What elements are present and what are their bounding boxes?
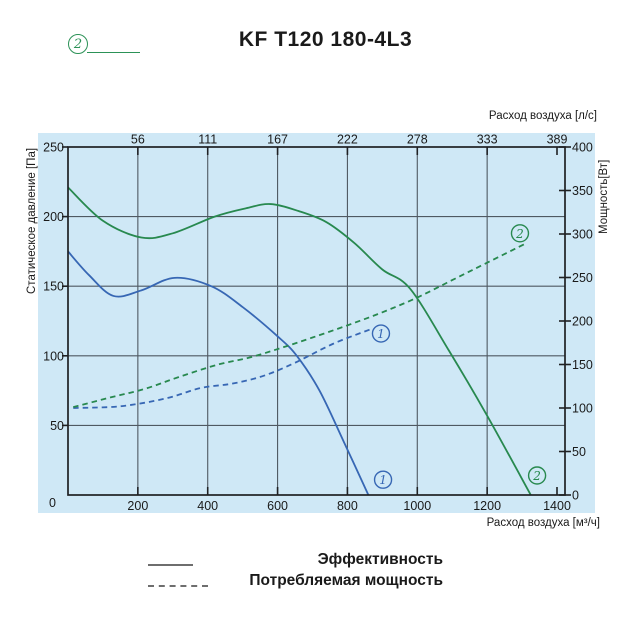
header-badge-line [87,52,140,53]
y-left-tick-label: 200 [43,210,64,224]
plot-frame [67,146,566,496]
curve-power-2 [73,242,526,409]
curve-power-1 [73,327,373,409]
legend-label: Потребляемая мощность [249,572,443,589]
y-right-tick-label: 150 [572,358,593,372]
y-axis-left-title: Статическое давление [Па] [26,147,38,294]
y-right-tick-label: 350 [572,184,593,198]
x-top-tick-label: 222 [337,133,358,147]
dashed-line-swatch [148,585,208,587]
y-right-tick-label: 0 [572,489,579,503]
origin-tick-label: 0 [49,496,56,510]
header-curve-badge: 2 [68,34,88,54]
x-top-tick-label: 111 [198,133,217,147]
x-bottom-tick-label: 600 [267,499,288,513]
curve-marker-circle [373,470,393,489]
page-title: KF T120 180-4L3 [238,28,413,51]
curve-marker-circle [371,324,391,343]
y-right-tick-label: 50 [572,445,586,459]
legend: Эффективность Потребляемая мощность [148,551,443,593]
y-right-tick-label: 400 [572,141,593,155]
legend-label: Эффективность [317,551,443,568]
curve-marker-circle [510,224,530,243]
x-top-tick-label: 389 [547,133,568,147]
y-right-tick-label: 250 [572,271,593,285]
chart-background [38,133,595,513]
y-axis-right-title: Мощность[Вт] [598,159,610,234]
curve-marker-label: 1 [377,327,385,341]
curve-marker-circle [527,466,547,485]
solid-line-swatch [148,564,193,566]
y-right-tick-label: 200 [572,315,593,329]
x-top-tick-label: 167 [267,133,288,147]
x-bottom-tick-label: 400 [197,499,218,513]
y-left-tick-label: 150 [43,280,64,294]
x-top-tick-label: 333 [477,133,498,147]
y-right-tick-label: 100 [572,402,593,416]
curve-marker-label: 2 [515,227,524,241]
y-left-tick-label: 100 [43,349,64,363]
x-bottom-tick-label: 1200 [473,499,501,513]
x-axis-top-title: Расход воздуха [л/с] [488,110,597,122]
x-bottom-tick-label: 1000 [403,499,431,513]
x-top-tick-label: 278 [407,133,428,147]
legend-item-power: Потребляемая мощность [148,572,443,593]
y-left-tick-label: 250 [43,141,64,155]
curve-pressure-2 [67,186,532,496]
y-right-tick-label: 300 [572,228,593,242]
curve-pressure-1 [67,250,370,496]
x-bottom-tick-label: 200 [127,499,148,513]
curve-marker-label: 2 [532,469,541,483]
x-bottom-tick-label: 800 [337,499,358,513]
curve-marker-label: 1 [379,473,387,487]
x-top-tick-label: 56 [131,133,145,147]
x-bottom-tick-label: 1400 [543,499,571,513]
x-axis-bottom-title: Расход воздуха [м³/ч] [486,517,600,529]
legend-item-efficiency: Эффективность [148,551,443,572]
y-left-tick-label: 50 [50,419,64,433]
